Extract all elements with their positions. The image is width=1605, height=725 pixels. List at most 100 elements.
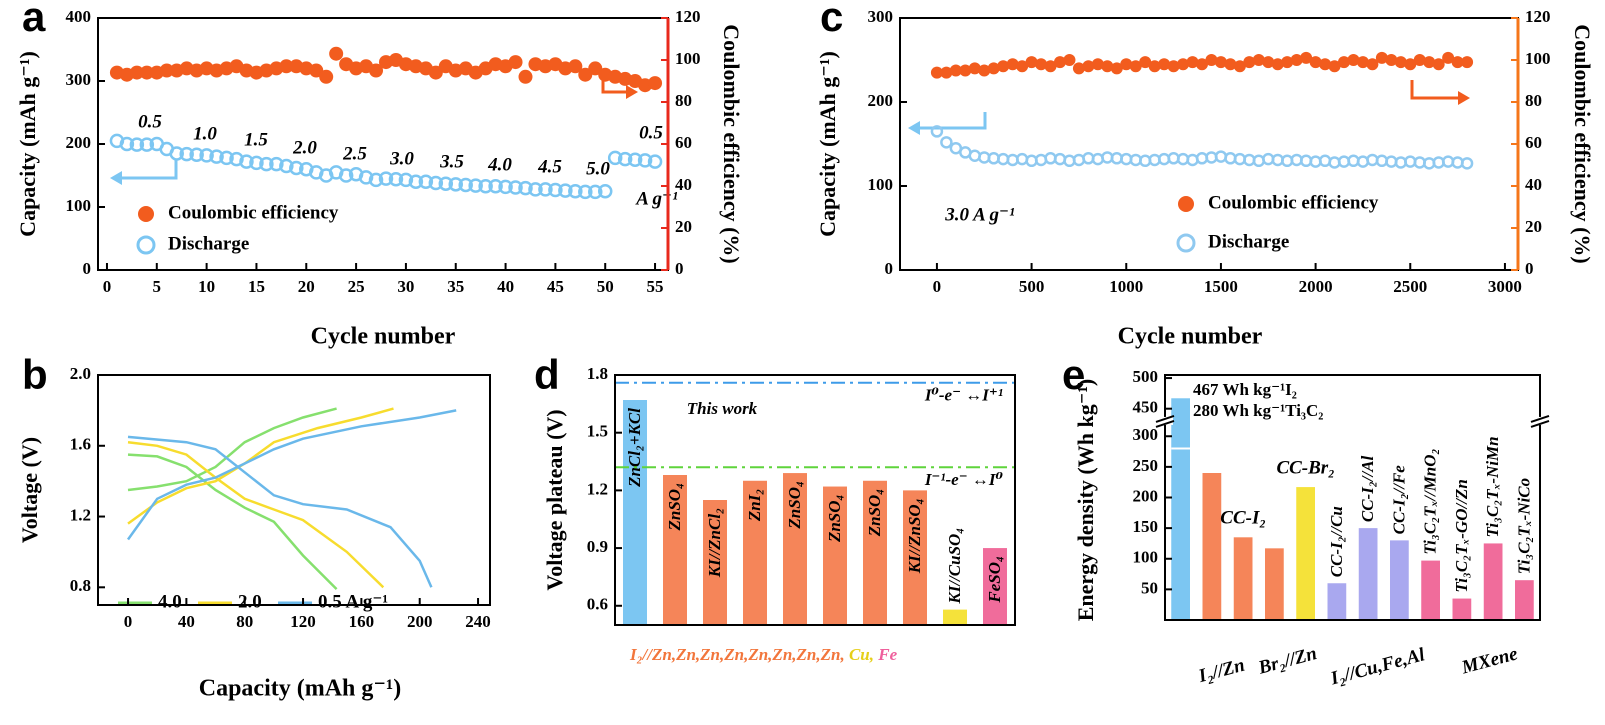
data-point [179,146,194,162]
x-tick-label: 25 [348,277,365,296]
bar [1358,528,1378,620]
bar-label: Ti₃C₂Tₓ-GO//Zn [1452,479,1471,592]
data-point [1404,58,1417,71]
data-point [408,174,424,190]
group-label: I₂//Zn,Zn,Zn,Zn,Zn,Zn,Zn,Zn, [629,645,845,664]
bar-label: FeSO₄ [985,556,1004,604]
bar-label: ZnSO₄ [865,489,884,538]
data-point [1091,58,1104,71]
data-point [1300,51,1313,64]
data-point [1148,60,1161,73]
bar-label: CC-I₂//Cu [1327,506,1346,577]
data-point [1177,58,1190,71]
annotation: 3.5 [439,151,464,172]
data-point [1167,60,1180,73]
annotation: 2.5 [342,143,367,164]
y-tick-label: 1.8 [587,364,608,383]
bar-label: ZnCl₂+KCl [625,408,644,488]
data-point [139,65,154,80]
bar [1202,473,1222,620]
data-point [1347,54,1360,66]
y-tick-label: 100 [66,196,92,215]
y2-tick-label: 40 [675,175,692,194]
data-point [1271,58,1284,71]
group-label: Fe [874,645,898,664]
x-tick-label: 55 [647,277,664,296]
data-point [1072,62,1085,75]
bar-label: CC-I₂ [1220,508,1266,529]
y-tick-label: 0.9 [587,537,608,556]
y-tick-label: 0 [83,259,92,278]
axis-break-gap [1532,416,1548,425]
bar-label: KI//ZnSO₄ [905,498,924,574]
arrow [122,160,178,180]
x-tick-label: 45 [547,277,564,296]
data-point [468,178,483,193]
data-point [1328,60,1341,73]
y-tick-label: 200 [66,133,92,152]
axis-break [1530,419,1550,428]
x-axis-title: Capacity (mAh g⁻¹) [199,676,402,702]
y2-tick-label: 100 [1525,49,1551,68]
data-point [1186,56,1199,69]
data-point [607,150,623,166]
y-tick-label: 450 [1133,398,1159,417]
x-tick-label: 35 [447,277,464,296]
bar [1327,583,1347,620]
x-tick-label: 1500 [1204,277,1238,296]
bar-label: CC-Br₂ [1276,457,1334,478]
x-tick-label: 2500 [1393,277,1427,296]
data-point [1139,56,1152,69]
data-point [289,160,304,176]
data-point [578,184,593,200]
legend-marker [1178,196,1194,212]
bar-label: KI//ZnCl₂ [705,508,724,578]
y-tick-label: 1.2 [70,505,91,524]
x-tick-label: 160 [349,612,375,631]
bar-label: ZnSO₄ [825,495,844,544]
y-axis-title: Voltage (V) [17,437,42,543]
y-tick-label: 200 [868,91,894,110]
group-label: Cu, [845,645,874,664]
y2-tick-label: 20 [675,217,692,236]
data-point [428,175,444,191]
annotation: 0.5 [138,111,162,132]
x-tick-label: 1000 [1109,277,1143,296]
data-point [209,149,224,164]
y-tick-label: 100 [1133,548,1159,567]
legend-label: 0.5 A g⁻¹ [318,591,388,612]
y2-tick-label: 80 [1525,91,1542,110]
data-point [528,182,543,197]
data-point [1158,58,1171,71]
data-point [319,69,334,84]
y-tick-label: 0 [885,259,894,278]
data-point [159,63,174,78]
x-tick-label: 240 [465,612,491,631]
data-point [648,76,663,91]
bar [1483,543,1503,620]
data-point [329,46,344,61]
data-point [597,184,613,199]
data-point [930,66,943,79]
x-axis-title: Cycle number [311,324,456,350]
x-tick-label: 500 [1019,277,1045,296]
data-point [1356,56,1369,69]
bar-label: Ti₃C₂Tₓ-NiMn [1483,436,1502,537]
x-tick-label: 80 [236,612,253,631]
data-point [259,156,274,172]
data-point [428,65,443,80]
data-point [1214,56,1227,69]
data-point [1442,51,1455,64]
legend-marker [136,235,156,255]
data-point [1309,56,1322,69]
data-point [1243,56,1256,69]
data-point [518,180,533,196]
y2-tick-label: 120 [1525,7,1551,26]
data-line [126,409,457,588]
data-point [239,154,254,169]
y-tick-label: 50 [1141,578,1158,597]
y-tick-label: 100 [868,175,894,194]
data-point [1120,58,1133,71]
bar-label: ZnI₂ [745,489,764,522]
data-point [1063,54,1076,66]
